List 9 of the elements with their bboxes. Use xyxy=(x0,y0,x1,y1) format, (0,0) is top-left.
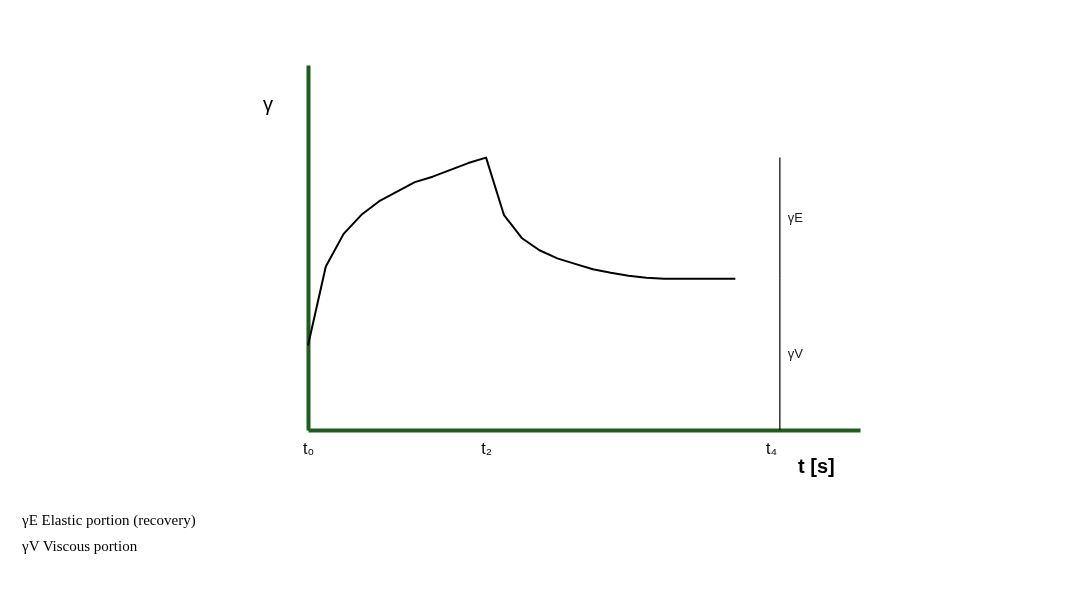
x-axis-title: t [s] xyxy=(798,455,835,477)
text: γE Elastic portion (recovery) xyxy=(21,512,196,529)
text: γV Viscous portion xyxy=(21,538,138,554)
annotation: γV xyxy=(787,346,804,362)
annotation: γE xyxy=(787,210,804,226)
x-tick-label: t₂ xyxy=(481,439,492,457)
y-axis-title: γ xyxy=(263,93,273,115)
x-tick-label: t₄ xyxy=(765,439,777,457)
x-tick-label: t₀ xyxy=(302,439,315,457)
